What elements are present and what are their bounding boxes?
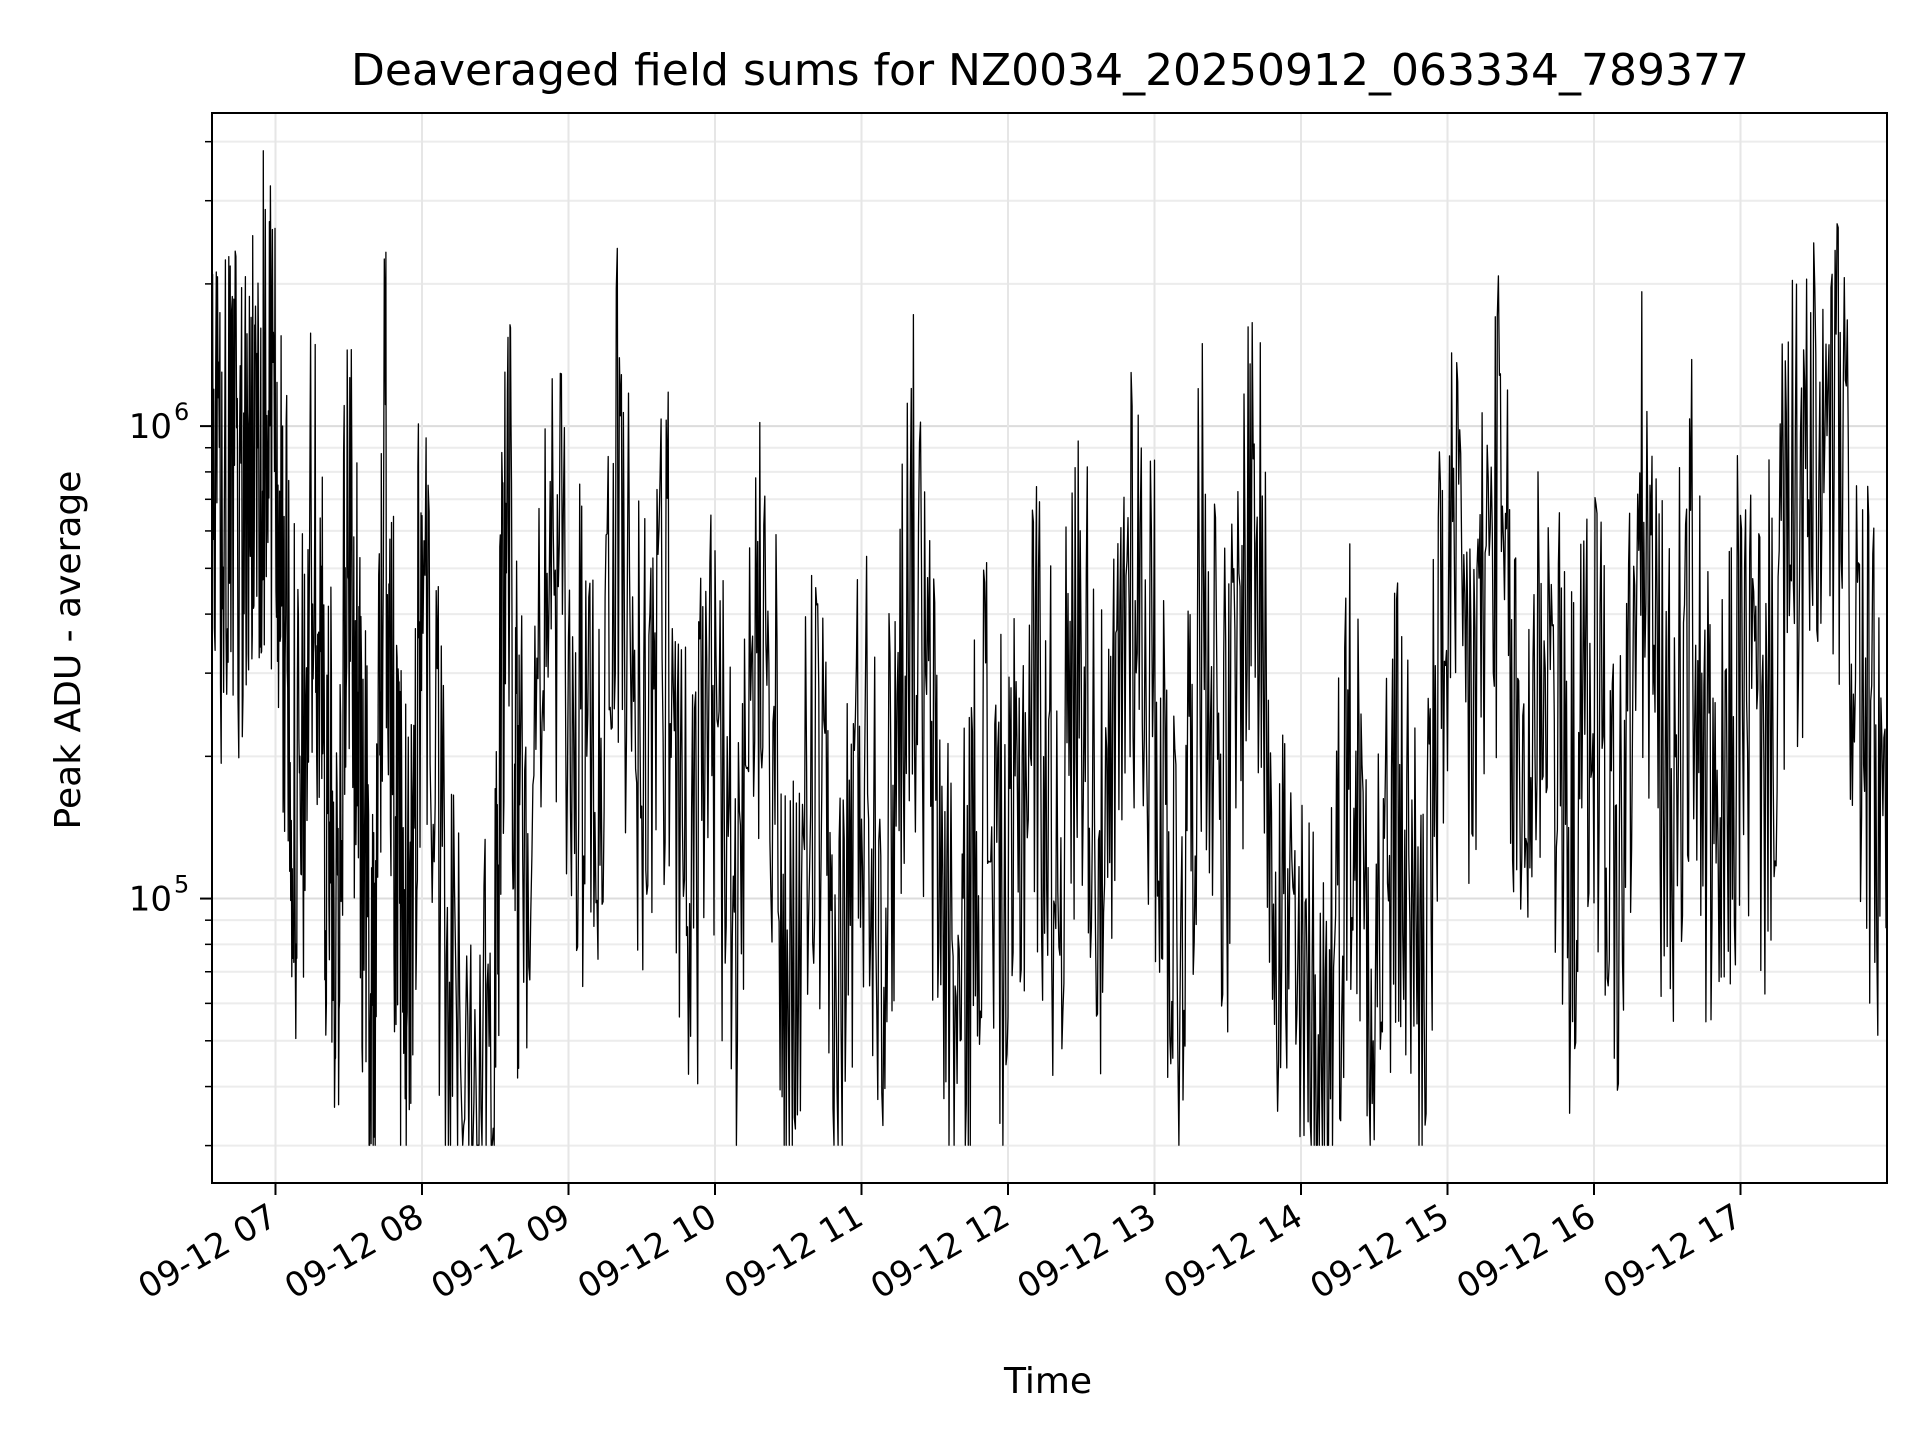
y-tick-label: 10 [129, 407, 172, 447]
y-tick-exponent: 5 [174, 871, 189, 899]
series-line [211, 150, 1888, 1146]
y-tick-label: 10 [129, 880, 172, 920]
plot-line-group [211, 150, 1888, 1146]
plot-frame [211, 112, 1888, 1184]
y-tick-exponent: 6 [174, 398, 189, 426]
x-axis-label: Time [1003, 1361, 1092, 1402]
chart-title: Deaveraged field sums for NZ0034_2025091… [351, 45, 1749, 96]
y-axis-label: Peak ADU - average [48, 471, 89, 830]
